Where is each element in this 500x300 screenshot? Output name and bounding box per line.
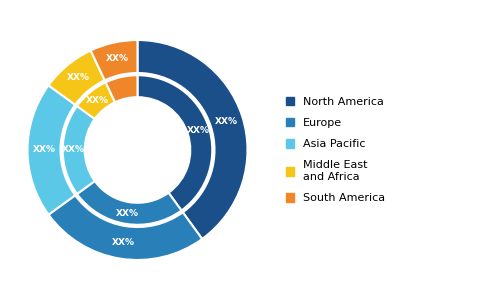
Wedge shape (106, 75, 138, 102)
Text: XX%: XX% (106, 54, 128, 63)
Text: XX%: XX% (186, 126, 210, 135)
Text: XX%: XX% (32, 146, 56, 154)
Wedge shape (138, 40, 248, 239)
Wedge shape (28, 85, 75, 215)
Text: XX%: XX% (86, 96, 108, 105)
Wedge shape (48, 195, 202, 260)
Wedge shape (48, 50, 104, 105)
Legend: North America, Europe, Asia Pacific, Middle East
and Africa, South America: North America, Europe, Asia Pacific, Mid… (286, 97, 386, 203)
Wedge shape (77, 82, 115, 119)
Text: XX%: XX% (116, 208, 139, 217)
Wedge shape (90, 40, 138, 80)
Wedge shape (77, 181, 182, 225)
Wedge shape (62, 106, 95, 194)
Wedge shape (138, 75, 212, 211)
Text: XX%: XX% (112, 238, 134, 247)
Text: XX%: XX% (215, 117, 238, 126)
Text: XX%: XX% (62, 146, 85, 154)
Text: XX%: XX% (66, 74, 90, 82)
